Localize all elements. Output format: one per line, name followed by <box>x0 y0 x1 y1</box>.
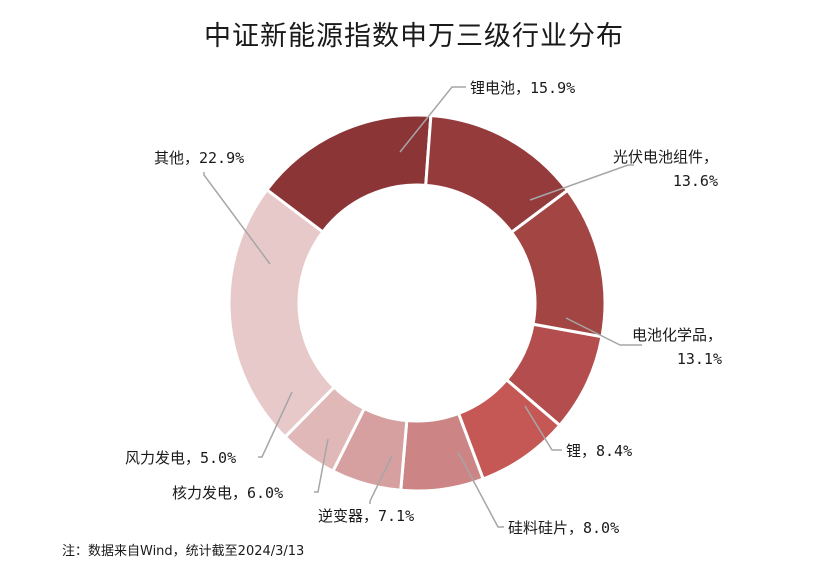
slice-label-line: 锂电池，15.9% <box>470 79 575 97</box>
slice-label-line: 锂，8.4% <box>566 442 632 460</box>
slice-label-0: 锂电池，15.9% <box>470 79 575 97</box>
leader-line-2 <box>565 317 642 346</box>
slice-label-line: 其他，22.9% <box>154 149 244 167</box>
leader-line-6 <box>314 438 329 493</box>
leader-line-1 <box>529 164 634 201</box>
slice-label-5: 逆变器，7.1% <box>318 507 414 525</box>
slice-label-6: 核力发电，6.0% <box>172 484 283 502</box>
slice-label-line: 电池化学品， <box>632 326 722 344</box>
chart-title: 中证新能源指数申万三级行业分布 <box>204 21 624 52</box>
leader-line-0 <box>399 86 466 153</box>
slice-label-3: 锂，8.4% <box>566 442 632 460</box>
slice-label-7: 风力发电，5.0% <box>125 449 236 467</box>
slice-label-line: 硅料硅片，8.0% <box>508 519 619 537</box>
slice-label-line: 光伏电池组件， <box>613 148 718 166</box>
slice-label-line: 13.1% <box>677 350 722 368</box>
slice-8 <box>227 187 337 440</box>
slice-label-8: 其他，22.9% <box>154 149 244 167</box>
slice-label-line: 逆变器，7.1% <box>318 507 414 525</box>
leader-line-7 <box>258 391 293 458</box>
slice-label-line: 风力发电，5.0% <box>125 449 236 467</box>
leader-line-8 <box>203 172 271 265</box>
slice-label-4: 硅料硅片，8.0% <box>508 519 619 537</box>
slice-label-line: 核力发电，6.0% <box>172 484 283 502</box>
leader-line-3 <box>524 405 562 451</box>
leader-line-4 <box>457 451 504 528</box>
leader-line-5 <box>369 455 393 504</box>
slice-label-1: 光伏电池组件， 13.6% <box>613 148 718 190</box>
slice-label-line: 13.6% <box>673 172 718 190</box>
slice-label-2: 电池化学品， 13.1% <box>632 326 722 368</box>
source-note: 注：数据来自Wind，统计截至2024/3/13 <box>62 544 305 559</box>
